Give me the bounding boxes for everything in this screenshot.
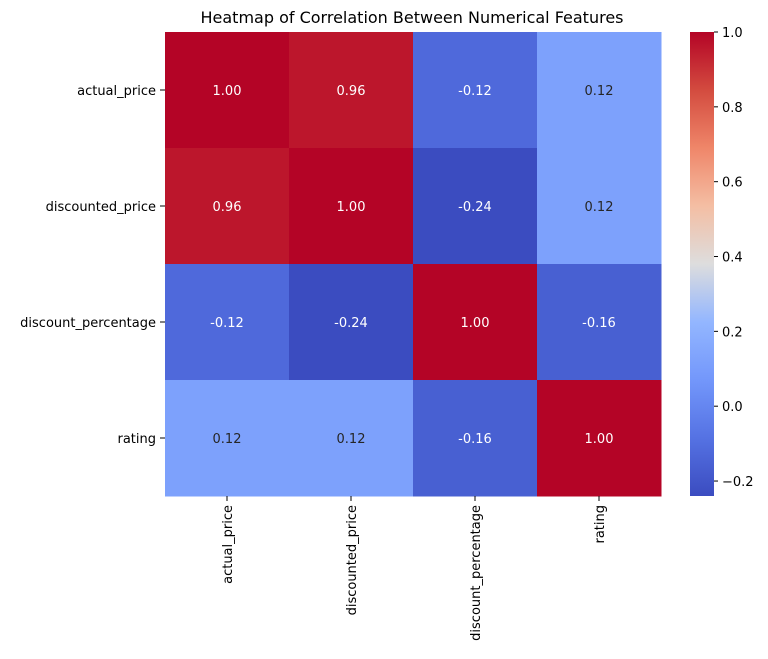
cell-value-label: 0.12 [585,200,614,215]
x-tick-label: discounted_price [345,505,360,615]
heatmap-cell [413,380,538,497]
colorbar-tick-label: 1.0 [722,26,743,41]
y-tick-label: actual_price [77,84,156,99]
y-axis: actual_price discounted_price discount_per… [20,84,165,447]
cell-value-label: 1.00 [337,200,366,215]
cell-value-label: -0.24 [334,316,368,331]
heatmap-cell [289,380,414,497]
colorbar-tick-label: 0.8 [722,101,743,116]
heatmap-cell [537,148,662,265]
y-tick-label: discounted_price [46,200,156,215]
heatmap-cell [165,148,290,265]
cell-value-label: 0.12 [213,432,242,447]
y-tick-label: rating [117,432,156,447]
heatmap-cell [165,380,290,497]
colorbar-tick-label: 0.2 [722,325,743,340]
colorbar-tick-label: 0.4 [722,251,743,266]
heatmap-cell [413,264,538,381]
cell-value-label: -0.12 [458,84,492,99]
cell-value-label: 0.12 [585,84,614,99]
chart-title: Heatmap of Correlation Between Numerical… [201,8,624,27]
cell-value-label: -0.16 [582,316,616,331]
heatmap-cell [165,264,290,381]
colorbar-tick-label: −0.2 [722,475,754,490]
heatmap-cells: 1.00 0.96 -0.12 0.12 0.96 1.00 -0.24 0.12 -0.12 -… [165,32,662,497]
x-tick-label: discount_percentage [469,505,484,641]
cell-value-label: -0.12 [210,316,244,331]
heatmap-cell [165,32,290,149]
cell-value-label: -0.24 [458,200,492,215]
heatmap-cell [289,148,414,265]
cell-value-label: -0.16 [458,432,492,447]
heatmap-cell [289,264,414,381]
cell-value-label: 1.00 [585,432,614,447]
heatmap-cell [537,380,662,497]
heatmap-cell [537,32,662,149]
colorbar: 1.0 0.8 0.6 0.4 0.2 0.0 −0.2 [690,26,754,496]
heatmap-cell [537,264,662,381]
heatmap-cell [413,148,538,265]
colorbar-tick-label: 0.0 [722,400,743,415]
y-tick-label: discount_percentage [20,316,156,331]
cell-value-label: 0.96 [213,200,242,215]
cell-value-label: 0.12 [337,432,366,447]
cell-value-label: 1.00 [461,316,490,331]
x-tick-label: actual_price [221,505,236,584]
x-tick-label: rating [593,505,608,544]
x-axis: actual_price discounted_price discount_per… [221,496,608,641]
colorbar-gradient [690,32,714,496]
heatmap-cell [413,32,538,149]
heatmap-cell [289,32,414,149]
colorbar-tick-label: 0.6 [722,176,743,191]
cell-value-label: 0.96 [337,84,366,99]
cell-value-label: 1.00 [213,84,242,99]
